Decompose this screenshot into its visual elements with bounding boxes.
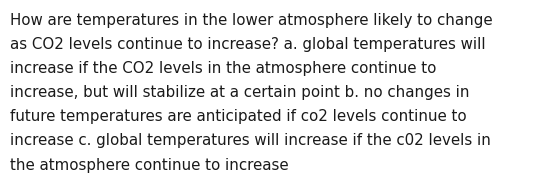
Text: increase if the CO2 levels in the atmosphere continue to: increase if the CO2 levels in the atmosp… <box>10 61 436 76</box>
Text: the atmosphere continue to increase: the atmosphere continue to increase <box>10 158 288 173</box>
Text: as CO2 levels continue to increase? a. global temperatures will: as CO2 levels continue to increase? a. g… <box>10 37 485 52</box>
Text: increase c. global temperatures will increase if the c02 levels in: increase c. global temperatures will inc… <box>10 133 491 149</box>
Text: future temperatures are anticipated if co2 levels continue to: future temperatures are anticipated if c… <box>10 109 466 124</box>
Text: How are temperatures in the lower atmosphere likely to change: How are temperatures in the lower atmosp… <box>10 13 493 28</box>
Text: increase, but will stabilize at a certain point b. no changes in: increase, but will stabilize at a certai… <box>10 85 469 100</box>
